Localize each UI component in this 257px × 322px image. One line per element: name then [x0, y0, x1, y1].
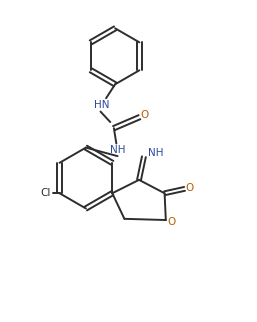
Text: NH: NH	[110, 145, 125, 155]
Text: O: O	[167, 217, 175, 227]
Text: NH: NH	[148, 148, 164, 158]
Text: O: O	[141, 110, 149, 120]
Text: O: O	[185, 183, 194, 193]
Text: HN: HN	[94, 100, 109, 110]
Text: Cl: Cl	[40, 188, 51, 198]
